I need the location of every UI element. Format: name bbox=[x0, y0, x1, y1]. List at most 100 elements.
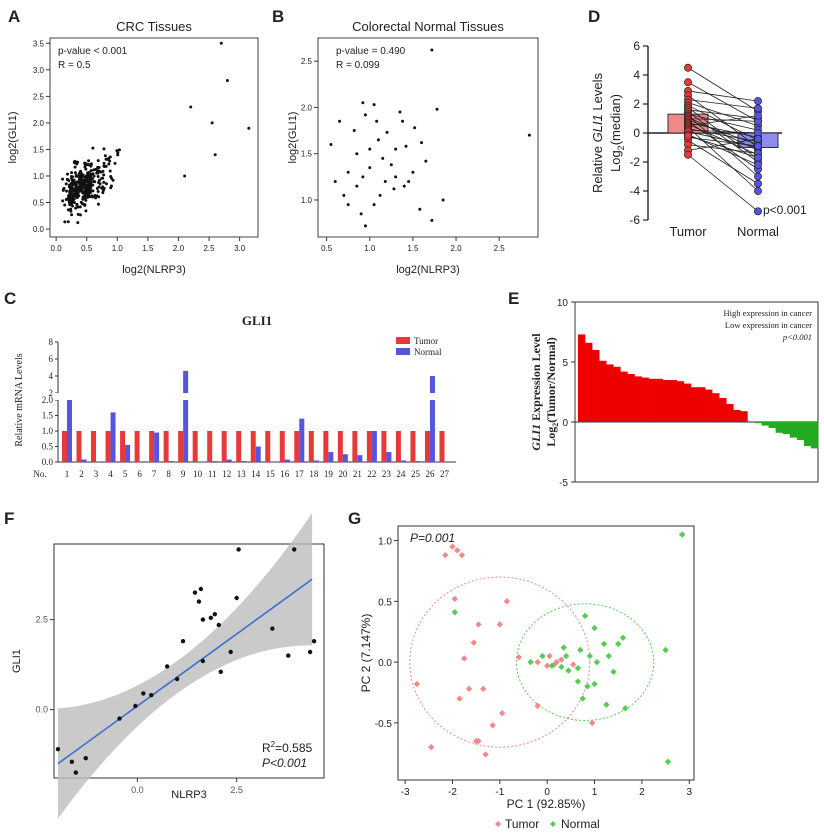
panel-c-bar-tumor bbox=[192, 431, 198, 462]
panel-e-bar bbox=[733, 410, 741, 422]
panel-a-point bbox=[102, 161, 106, 165]
panel-d-ylabel-part: Log bbox=[608, 150, 623, 172]
panel-e-bar bbox=[712, 393, 720, 422]
panel-b-point bbox=[378, 193, 382, 197]
panel-g-pvalue: P=0.001 bbox=[410, 531, 455, 545]
panel-letter-d: D bbox=[588, 7, 600, 26]
panel-f-r2-part: 2 bbox=[271, 740, 276, 749]
panel-b-xtick-label: 1.0 bbox=[364, 244, 376, 253]
panel-a-point bbox=[83, 191, 87, 195]
panel-g-point-normal bbox=[615, 640, 622, 648]
panel-c-bar-normal bbox=[125, 444, 131, 462]
panel-letter-a: A bbox=[8, 7, 20, 26]
panel-g-xtick-label: 2 bbox=[639, 787, 645, 798]
panel-c-bar-tumor bbox=[250, 431, 256, 462]
panel-a-point bbox=[73, 171, 77, 175]
panel-g-xtick-label: -2 bbox=[448, 787, 457, 798]
panel-c-bar-tumor bbox=[279, 431, 285, 462]
panel-a-point bbox=[90, 194, 94, 198]
panel-c-bar-normal bbox=[197, 461, 203, 462]
panel-c-xtick-label: 5 bbox=[123, 469, 128, 479]
panel-c-xtick-label: 24 bbox=[396, 469, 406, 479]
panel-f-xtick-label: 0.0 bbox=[131, 785, 144, 795]
panel-c-bar-normal bbox=[154, 432, 160, 462]
panel-f-point bbox=[212, 612, 218, 617]
panel-e-bar bbox=[655, 378, 664, 422]
panel-a-point bbox=[210, 121, 214, 125]
panel-f-point bbox=[200, 658, 206, 664]
panel-g-point-tumor bbox=[454, 547, 461, 554]
panel-b-xtick-label: 2.5 bbox=[494, 244, 506, 253]
panel-c-bar-normal bbox=[139, 461, 145, 462]
panel-b-point bbox=[363, 113, 367, 117]
panel-c-bar-tumor bbox=[294, 431, 300, 462]
panel-a-xtick-label: 2.5 bbox=[203, 244, 215, 253]
panel-a-point bbox=[96, 159, 100, 163]
panel-g-point-normal bbox=[527, 658, 534, 666]
panel-b-point bbox=[424, 159, 428, 163]
panel-g-point-normal bbox=[678, 531, 686, 538]
panel-f-r2-part: =0.585 bbox=[275, 741, 312, 755]
panel-d-xtick-label: Normal bbox=[737, 224, 779, 239]
panel-c-axis-break bbox=[54, 393, 62, 400]
panel-e-bar bbox=[648, 378, 656, 422]
panel-e-bar bbox=[578, 334, 586, 422]
panel-a-ytick-label: 0.0 bbox=[33, 225, 45, 234]
panel-g-point-normal bbox=[565, 667, 572, 674]
panel-a-point bbox=[84, 198, 88, 202]
panel-e-frame bbox=[574, 301, 819, 483]
panel-d-point-normal bbox=[754, 160, 762, 169]
panel-c-bar-tumor bbox=[134, 431, 140, 462]
panel-c-legend-swatch-normal bbox=[396, 348, 410, 355]
panel-b-point bbox=[375, 119, 379, 123]
panel-e-legend-low: Low expression in cancer bbox=[725, 320, 812, 330]
panel-a-ytick-label: 2.5 bbox=[33, 92, 45, 101]
panel-f-point bbox=[216, 622, 221, 628]
panel-c-legend-swatch-tumor bbox=[396, 337, 410, 344]
panel-c-xtick-label: 21 bbox=[353, 469, 362, 479]
panel-c-bar-tumor bbox=[149, 431, 155, 462]
panel-a-point bbox=[98, 182, 102, 186]
panel-d-xtick-label: Tumor bbox=[669, 224, 707, 239]
panel-e-bar bbox=[690, 387, 699, 422]
panel-f-point bbox=[200, 617, 206, 622]
panel-b-point bbox=[394, 175, 398, 179]
panel-a-point bbox=[89, 169, 93, 173]
panel-e-bar bbox=[592, 350, 600, 422]
panel-a-point bbox=[89, 173, 93, 177]
panel-g-point-tumor bbox=[482, 751, 489, 758]
panel-a-point bbox=[110, 176, 114, 180]
panel-g-point-normal bbox=[586, 652, 594, 660]
panel-a-point bbox=[101, 185, 105, 189]
panel-g-point-normal bbox=[539, 652, 546, 660]
panel-f-ylabel: GLI1 bbox=[11, 649, 23, 673]
panel-g-point-tumor bbox=[449, 543, 456, 550]
panel-a-point bbox=[104, 182, 108, 186]
panel-e-bar bbox=[585, 342, 593, 422]
panel-c-bar-tumor bbox=[207, 431, 213, 462]
panel-c-bar-tumor bbox=[366, 431, 372, 462]
panel-e-ylabel-part: GLI1 bbox=[529, 424, 543, 451]
panel-c-ytick-label: 0.0 bbox=[42, 457, 54, 467]
panel-g-xtick-label: 3 bbox=[686, 787, 692, 798]
panel-b-point bbox=[527, 133, 531, 137]
panel-e-bar bbox=[761, 422, 769, 426]
panel-f-point bbox=[270, 626, 275, 631]
panel-a-point bbox=[73, 189, 77, 193]
panel-g-point-tumor bbox=[551, 661, 558, 668]
panel-b-point bbox=[413, 126, 417, 130]
panel-a-xtick-label: 0.5 bbox=[81, 244, 93, 253]
panel-a-xtick-label: 1.5 bbox=[142, 244, 154, 253]
panel-g-point-normal bbox=[562, 652, 570, 660]
panel-a-point bbox=[79, 169, 83, 173]
panel-c-xtick-label: 27 bbox=[440, 469, 450, 479]
panel-g-point-normal bbox=[574, 664, 582, 672]
panel-a-point bbox=[107, 162, 111, 166]
panel-a-frame bbox=[49, 37, 259, 238]
panel-a-point bbox=[86, 195, 90, 199]
panel-a-point bbox=[103, 154, 107, 158]
panel-c-xlabel: No. bbox=[33, 469, 46, 479]
panel-d-pair-line bbox=[687, 115, 759, 177]
panel-a-point bbox=[225, 78, 229, 82]
panel-g-point-normal bbox=[591, 680, 598, 688]
